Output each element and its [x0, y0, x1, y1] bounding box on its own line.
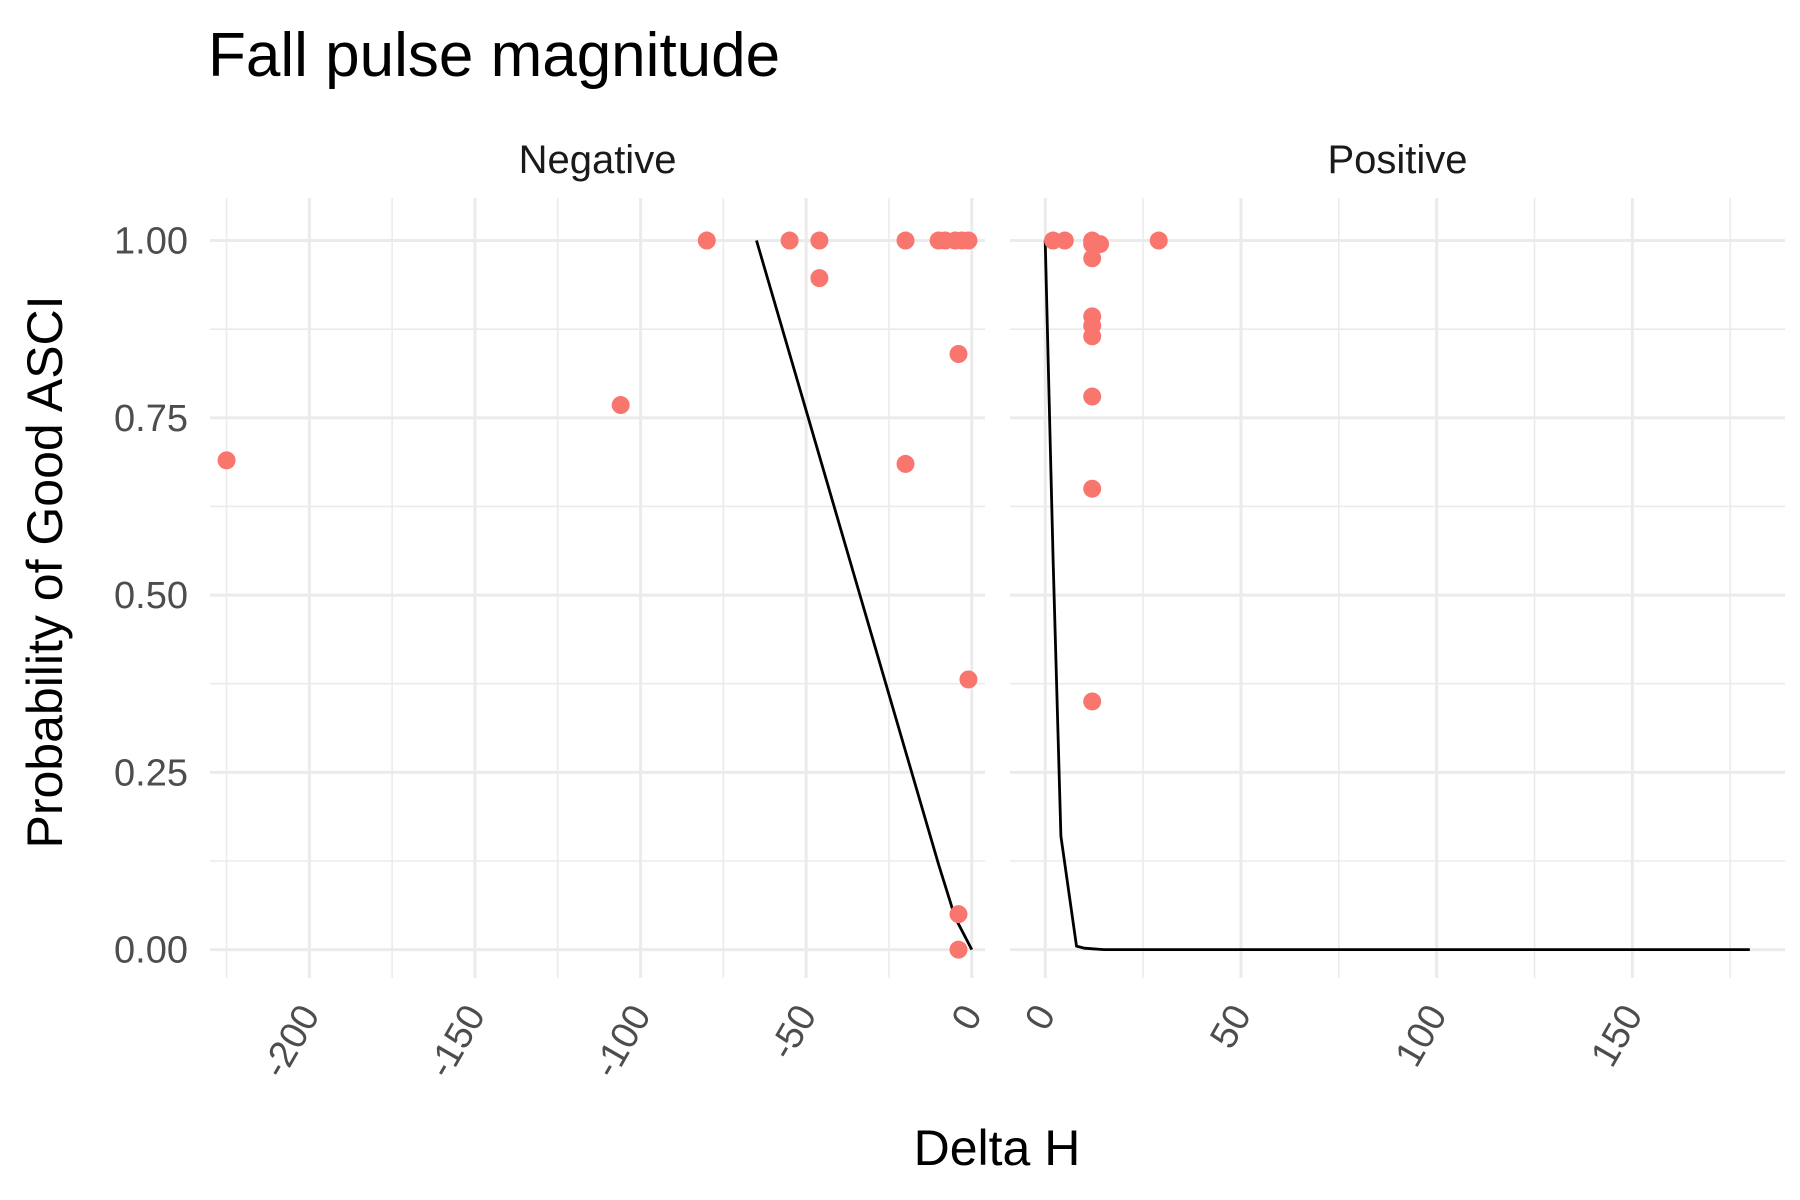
y-tick-label: 0.25 [114, 752, 188, 794]
data-point [1149, 231, 1168, 250]
x-tick-label: 0 [944, 998, 991, 1037]
data-point [1083, 387, 1102, 406]
data-point [1083, 692, 1102, 711]
data-point [1083, 479, 1102, 498]
data-point [949, 345, 968, 363]
data-point [1091, 235, 1110, 254]
x-tick-label: -50 [761, 998, 825, 1067]
panel-positive: Positive 0 50 100 150 [1010, 138, 1785, 1074]
x-tick-label: -100 [585, 998, 659, 1085]
x-tick-label: 150 [1583, 998, 1651, 1074]
data-point [780, 231, 799, 250]
x-tick-label: 50 [1202, 998, 1260, 1056]
panel-strip-label: Positive [1327, 138, 1467, 182]
x-tick-label: 0 [1017, 998, 1064, 1037]
data-point [1083, 249, 1102, 268]
data-point [1055, 231, 1074, 250]
chart-title: Fall pulse magnitude [208, 21, 780, 90]
x-tick-label: -200 [254, 998, 328, 1085]
x-axis-label: Delta H [914, 1120, 1081, 1176]
x-tick-label: -150 [420, 998, 494, 1085]
data-point [959, 231, 978, 250]
y-tick-label: 0.00 [114, 930, 188, 972]
y-tick-label: 1.00 [114, 221, 188, 263]
y-axis-label: Probability of Good ASCI [17, 295, 73, 848]
panels-layer: 0.00 0.25 0.50 0.75 1.00 Negative -200 -150 -100… [114, 138, 1785, 1085]
data-point [217, 451, 236, 470]
panel-strip-label: Negative [519, 138, 677, 182]
y-tick-label: 0.50 [114, 575, 188, 617]
data-point [949, 905, 968, 924]
x-tick-label: 100 [1388, 998, 1456, 1074]
data-point [1083, 327, 1102, 346]
data-point [697, 231, 716, 250]
data-point [896, 231, 915, 250]
panel-negative: Negative -200 -150 -100 -50 0 [210, 138, 991, 1085]
data-point [810, 231, 829, 250]
data-point [896, 454, 915, 473]
data-point [611, 396, 630, 415]
data-point [810, 269, 829, 288]
data-point [959, 670, 978, 689]
y-tick-label: 0.75 [114, 398, 188, 440]
fit-line [1043, 240, 1750, 951]
data-point [949, 940, 968, 959]
